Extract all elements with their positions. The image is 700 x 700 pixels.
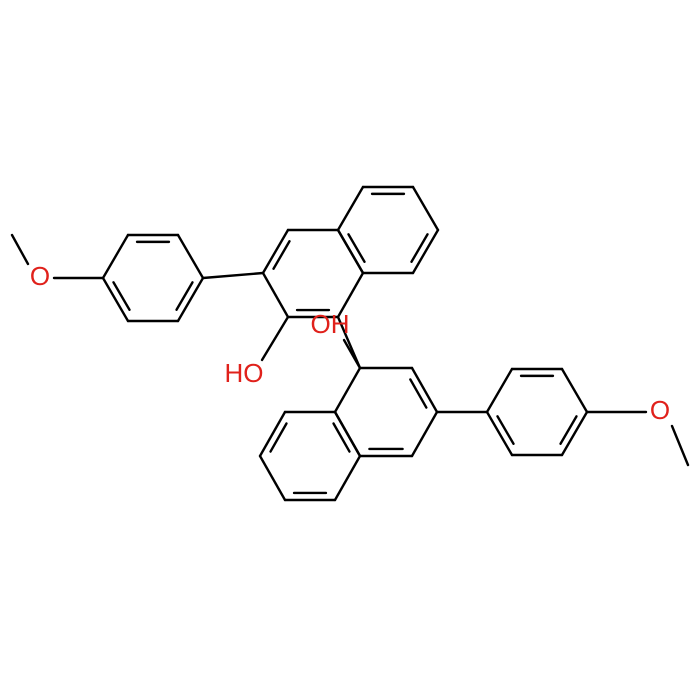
bond <box>333 454 362 502</box>
bond <box>176 276 205 323</box>
bond <box>411 228 440 275</box>
bond <box>333 410 362 458</box>
bond <box>10 233 30 266</box>
bond <box>101 276 130 323</box>
double-bond <box>175 281 194 311</box>
bond <box>258 410 287 458</box>
bond <box>336 271 365 319</box>
double-bond <box>409 378 428 409</box>
bond <box>260 315 290 362</box>
bond <box>485 410 514 457</box>
bond <box>333 366 362 414</box>
bond <box>336 185 365 232</box>
atom-label: O <box>650 395 670 425</box>
bond <box>261 271 290 319</box>
double-bond <box>559 415 578 445</box>
double-bond <box>272 240 291 270</box>
bond <box>176 233 205 280</box>
bond <box>336 315 362 370</box>
bond <box>485 367 514 414</box>
bond <box>261 228 290 275</box>
atom-label: O <box>30 261 50 291</box>
bond <box>101 233 130 280</box>
bond <box>336 228 365 275</box>
bond <box>560 410 589 457</box>
bond <box>410 366 439 414</box>
bond <box>258 454 287 502</box>
bond <box>410 410 439 458</box>
bond <box>670 424 690 467</box>
double-bond <box>496 415 515 445</box>
double-bond <box>112 281 131 311</box>
bond <box>201 271 265 280</box>
double-bond <box>269 422 288 453</box>
double-bond <box>410 233 429 263</box>
double-bond <box>332 422 351 453</box>
bond <box>411 185 440 232</box>
atom-label: OH <box>311 309 350 339</box>
atom-label: HO <box>225 358 264 388</box>
bond <box>560 367 589 414</box>
double-bond <box>347 233 366 263</box>
